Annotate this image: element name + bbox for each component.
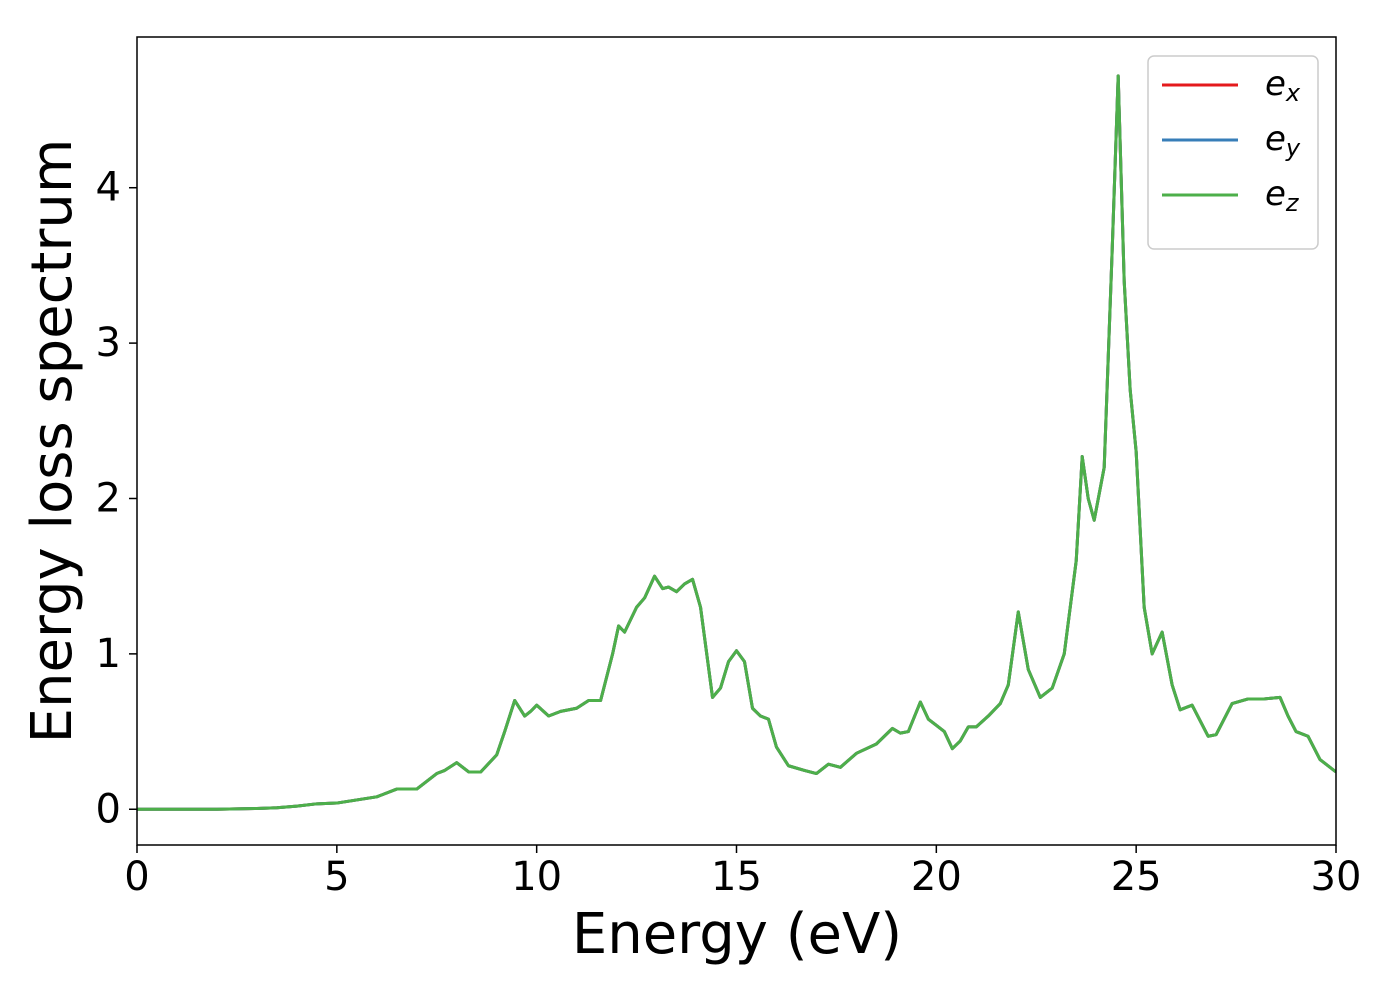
legend-box <box>1147 55 1319 250</box>
legend-label: ex <box>1265 64 1301 108</box>
y-tick-label: 0 <box>96 786 121 832</box>
plot-frame <box>136 36 1337 846</box>
x-tick-label: 15 <box>711 854 762 900</box>
x-axis-label: Energy (eV) <box>572 902 902 967</box>
y-tick-label: 1 <box>96 631 121 677</box>
x-tick-label: 10 <box>511 854 562 900</box>
x-tick-label: 5 <box>324 854 349 900</box>
x-tick-label: 0 <box>124 854 149 900</box>
y-tick-label: 3 <box>96 320 121 366</box>
x-tick-label: 25 <box>1111 854 1162 900</box>
y-axis-label: Energy loss spectrum <box>20 139 85 744</box>
y-tick-label: 2 <box>96 475 121 521</box>
legend-label: ey <box>1265 119 1301 163</box>
series-line <box>137 74 1336 811</box>
y-tick-label: 4 <box>96 165 121 211</box>
x-tick-label: 20 <box>911 854 962 900</box>
x-tick-label: 30 <box>1311 854 1362 900</box>
legend-label: ez <box>1265 174 1300 218</box>
